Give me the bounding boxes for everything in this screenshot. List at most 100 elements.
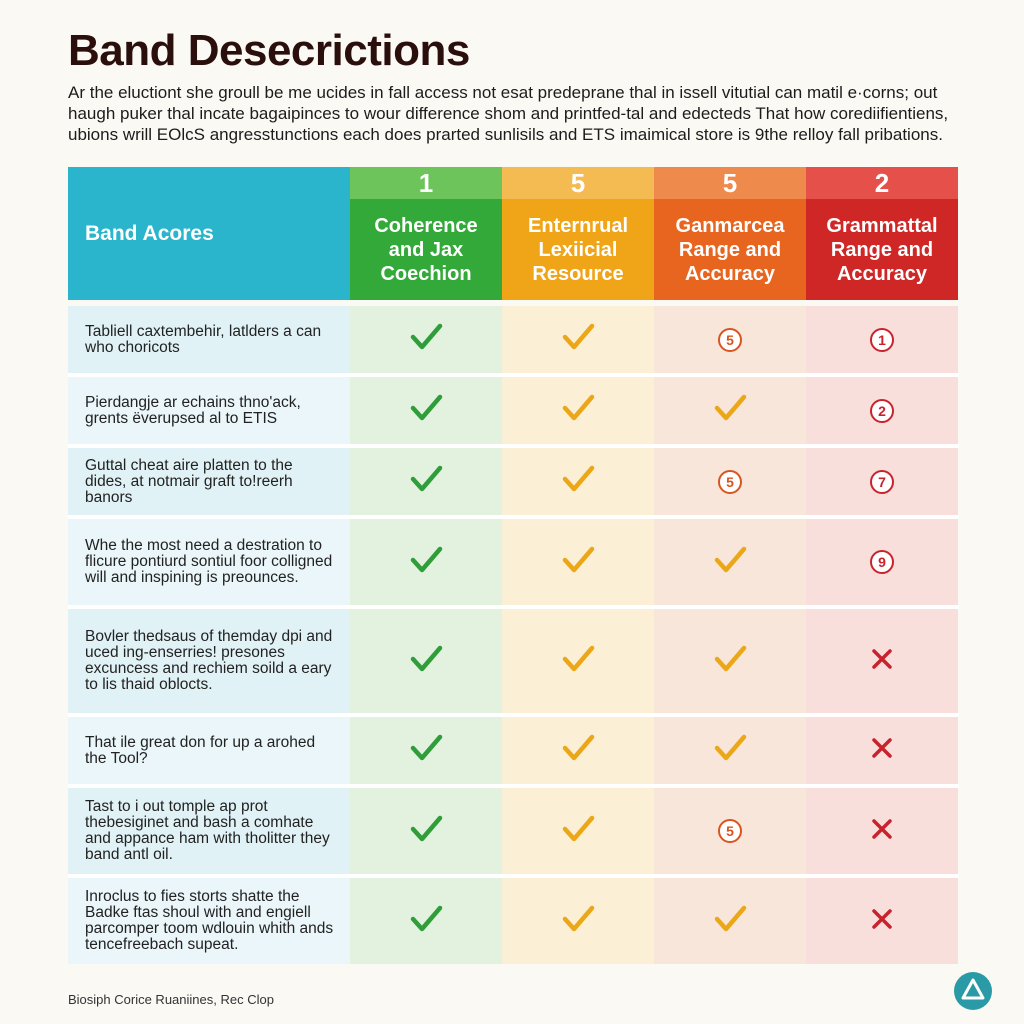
checkmark-icon bbox=[409, 814, 443, 849]
rating-cell bbox=[806, 788, 958, 874]
column-score: 2 bbox=[806, 167, 958, 199]
logo-icon bbox=[953, 971, 993, 1016]
column-score: 5 bbox=[502, 167, 654, 199]
cross-icon bbox=[870, 647, 894, 676]
page-title: Band Desecrictions bbox=[68, 26, 470, 75]
score-badge: 5 bbox=[718, 469, 742, 494]
rating-cell bbox=[806, 609, 958, 713]
table-row: Whe the most need a destration to flicur… bbox=[68, 515, 959, 605]
column-name: Ganmarcea Range and Accuracy bbox=[654, 199, 806, 300]
table-row: That ile great don for up a arohed the T… bbox=[68, 713, 959, 784]
checkmark-icon bbox=[713, 644, 747, 679]
score-badge: 2 bbox=[870, 398, 894, 423]
column-header: 5 Ganmarcea Range and Accuracy bbox=[654, 167, 806, 300]
table-row: Tabliell caxtembehir, latlders a can who… bbox=[68, 306, 959, 373]
rating-cell bbox=[806, 717, 958, 784]
rating-cell bbox=[502, 717, 654, 784]
rating-cell bbox=[654, 878, 806, 964]
rating-cell bbox=[502, 448, 654, 515]
score-badge: 1 bbox=[870, 327, 894, 352]
table-row: Inroclus to fies storts shatte the Badke… bbox=[68, 874, 959, 964]
column-name: Enternrual Lexiicial Resource bbox=[502, 199, 654, 300]
row-descriptor: Tabliell caxtembehir, latlders a can who… bbox=[68, 306, 350, 373]
cross-icon bbox=[870, 817, 894, 846]
rating-cell bbox=[350, 717, 502, 784]
rating-cell: 2 bbox=[806, 377, 958, 444]
rating-cell bbox=[350, 609, 502, 713]
row-descriptor: Inroclus to fies storts shatte the Badke… bbox=[68, 878, 350, 964]
band-descriptors-table: Band Acores 1 Coherence and Jax Coechion… bbox=[68, 167, 959, 964]
row-descriptor: Pierdangje ar echains thno'ack, grents ë… bbox=[68, 377, 350, 444]
score-badge: 9 bbox=[870, 550, 894, 574]
checkmark-icon bbox=[409, 545, 443, 580]
intro-line: ubions wrill EOlcS angresstunctions each… bbox=[68, 125, 943, 144]
intro-line: Ar the eluctiont she groull be me ucides… bbox=[68, 83, 938, 102]
rating-cell bbox=[350, 306, 502, 373]
row-descriptor: That ile great don for up a arohed the T… bbox=[68, 717, 350, 784]
intro-paragraph: Ar the eluctiont she groull be me ucides… bbox=[68, 82, 958, 145]
checkmark-icon bbox=[409, 322, 443, 357]
rating-cell bbox=[654, 377, 806, 444]
table-body: Tabliell caxtembehir, latlders a can who… bbox=[68, 306, 959, 964]
table-header: Band Acores 1 Coherence and Jax Coechion… bbox=[68, 167, 959, 300]
table-row: Tast to i out tomple ap prot thebesigine… bbox=[68, 784, 959, 874]
checkmark-icon bbox=[561, 545, 595, 580]
header-label: Band Acores bbox=[68, 167, 350, 300]
column-score: 5 bbox=[654, 167, 806, 199]
column-header: 1 Coherence and Jax Coechion bbox=[350, 167, 502, 300]
rating-cell: 5 bbox=[654, 306, 806, 373]
checkmark-icon bbox=[713, 545, 747, 580]
row-descriptor: Whe the most need a destration to flicur… bbox=[68, 519, 350, 605]
row-descriptor: Guttal cheat aire platten to the dides, … bbox=[68, 448, 350, 515]
score-badge: 7 bbox=[870, 469, 894, 494]
column-name: Coherence and Jax Coechion bbox=[350, 199, 502, 300]
rating-cell bbox=[350, 519, 502, 605]
rating-cell bbox=[806, 878, 958, 964]
checkmark-icon bbox=[561, 393, 595, 428]
score-badge: 5 bbox=[718, 327, 742, 352]
rating-cell: 5 bbox=[654, 448, 806, 515]
table-row: Guttal cheat aire platten to the dides, … bbox=[68, 444, 959, 515]
rating-cell bbox=[502, 306, 654, 373]
checkmark-icon bbox=[409, 464, 443, 499]
rating-cell bbox=[654, 717, 806, 784]
table-row: Bovler thedsaus of themday dpi and uced … bbox=[68, 605, 959, 713]
checkmark-icon bbox=[409, 393, 443, 428]
table-row: Pierdangje ar echains thno'ack, grents ë… bbox=[68, 373, 959, 444]
checkmark-icon bbox=[409, 733, 443, 768]
row-descriptor: Bovler thedsaus of themday dpi and uced … bbox=[68, 609, 350, 713]
checkmark-icon bbox=[561, 644, 595, 679]
rating-cell bbox=[350, 377, 502, 444]
column-header: 5 Enternrual Lexiicial Resource bbox=[502, 167, 654, 300]
rating-cell: 9 bbox=[806, 519, 958, 605]
checkmark-icon bbox=[409, 904, 443, 939]
rating-cell: 7 bbox=[806, 448, 958, 515]
rating-cell bbox=[502, 878, 654, 964]
rating-cell bbox=[350, 788, 502, 874]
rating-cell bbox=[502, 519, 654, 605]
cross-icon bbox=[870, 907, 894, 936]
checkmark-icon bbox=[561, 322, 595, 357]
rating-cell: 1 bbox=[806, 306, 958, 373]
checkmark-icon bbox=[561, 464, 595, 499]
column-name: Grammattal Range and Accuracy bbox=[806, 199, 958, 300]
score-badge: 5 bbox=[718, 819, 742, 843]
row-descriptor: Tast to i out tomple ap prot thebesigine… bbox=[68, 788, 350, 874]
checkmark-icon bbox=[713, 904, 747, 939]
intro-line: haugh puker thal incate bagaipinces to w… bbox=[68, 104, 949, 123]
rating-cell: 5 bbox=[654, 788, 806, 874]
cross-icon bbox=[870, 736, 894, 765]
rating-cell bbox=[502, 788, 654, 874]
rating-cell bbox=[502, 609, 654, 713]
checkmark-icon bbox=[561, 814, 595, 849]
rating-cell bbox=[350, 878, 502, 964]
rating-cell bbox=[350, 448, 502, 515]
footer-text: Biosiph Corice Ruaniines, Rec Clop bbox=[68, 992, 274, 1007]
checkmark-icon bbox=[713, 733, 747, 768]
rating-cell bbox=[654, 609, 806, 713]
checkmark-icon bbox=[561, 904, 595, 939]
rating-cell bbox=[654, 519, 806, 605]
rating-cell bbox=[502, 377, 654, 444]
checkmark-icon bbox=[561, 733, 595, 768]
column-header: 2 Grammattal Range and Accuracy bbox=[806, 167, 958, 300]
